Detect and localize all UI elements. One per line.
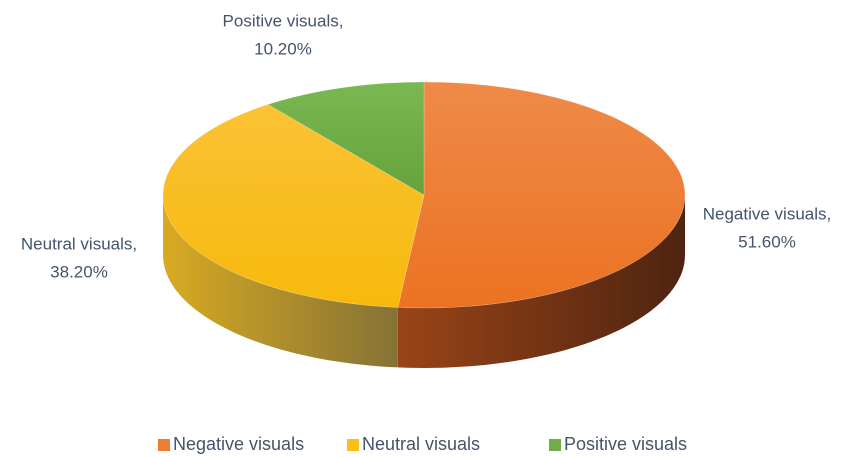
data-label-value: 51.60% (738, 232, 796, 251)
legend-swatch (549, 439, 561, 451)
legend-label: Neutral visuals (362, 434, 480, 454)
legend-label: Negative visuals (173, 434, 304, 454)
data-label-name: Neutral visuals, (21, 234, 137, 253)
data-label-name: Negative visuals, (703, 204, 832, 223)
slice (397, 81, 686, 309)
slice (162, 104, 425, 308)
legend-label: Positive visuals (564, 434, 687, 454)
legend-swatch (158, 439, 170, 451)
slice-side (163, 195, 398, 368)
legend-swatch (347, 439, 359, 451)
slice (267, 81, 425, 196)
data-label-value: 38.20% (50, 262, 108, 281)
data-label-name: Positive visuals, (223, 11, 344, 30)
slice-side (397, 195, 685, 368)
data-label-value: 10.20% (254, 39, 312, 58)
